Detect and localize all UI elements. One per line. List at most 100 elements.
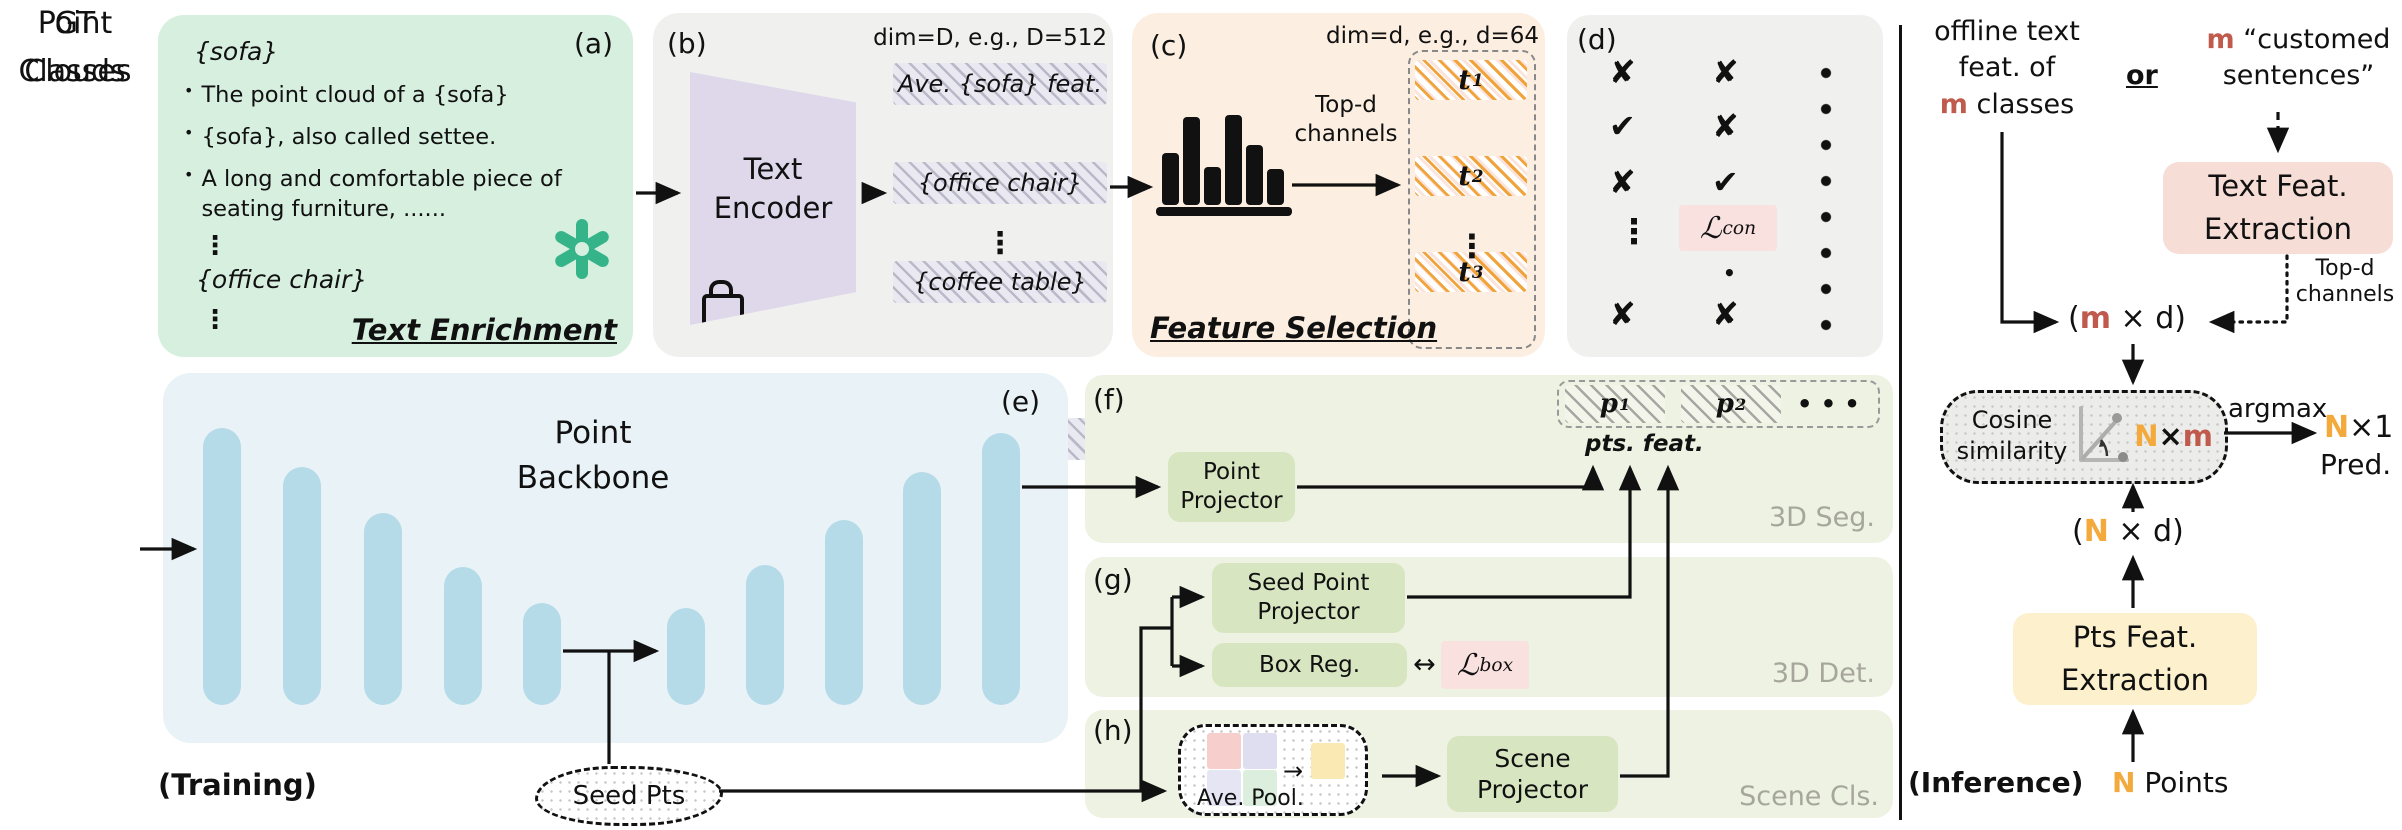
cosine-similarity-label: Cosine similarity bbox=[1956, 406, 2068, 466]
panel-c-label: (c) bbox=[1150, 29, 1188, 62]
panel-b-label: (b) bbox=[667, 27, 707, 60]
topd-channels-label-right: Top-d channels bbox=[2295, 256, 2395, 308]
ellipsis: ⋮ bbox=[202, 231, 228, 261]
seed-point-projector-box: Seed Point Projector bbox=[1212, 563, 1405, 633]
m-symbol: m bbox=[1939, 88, 1968, 120]
backbone-layer-bar bbox=[746, 565, 784, 705]
backbone-layer-bar bbox=[444, 567, 482, 705]
feature-tile bbox=[1207, 770, 1241, 806]
backbone-layer-bar bbox=[903, 472, 941, 705]
bullet-item: • {sofa}, also called settee. bbox=[184, 123, 497, 151]
pts-feat-label: pts. feat. bbox=[1585, 431, 1704, 457]
panel-c-caption: Feature Selection bbox=[1150, 311, 1438, 345]
scene-projector-box: Scene Projector bbox=[1447, 736, 1618, 812]
matrix-mark: ✘ bbox=[1609, 53, 1636, 91]
ave-pool-label: Ave. Pool. bbox=[1197, 786, 1304, 811]
text-feat-extraction-box: Text Feat. Extraction bbox=[2163, 162, 2393, 254]
matrix-mark: ✘ bbox=[1609, 163, 1636, 201]
ellipsis: ⋮ bbox=[1617, 212, 1651, 252]
loss-arrow: ↔ bbox=[1413, 649, 1436, 680]
n-points-label: N Points bbox=[2112, 766, 2229, 799]
customed-sentences-label: m “customed sentences” bbox=[2206, 24, 2391, 92]
backbone-layer-bar bbox=[364, 513, 402, 705]
ellipsis: ⋮ bbox=[202, 305, 228, 335]
ellipsis-horizontal: • • • bbox=[1797, 390, 1860, 418]
small-dot: • bbox=[1723, 261, 1736, 285]
panel-e-label: (e) bbox=[1001, 385, 1041, 418]
inference-label: (Inference) bbox=[1908, 766, 2084, 799]
ave-pool-blob: → Ave. Pool. bbox=[1178, 724, 1368, 816]
lock-icon bbox=[702, 280, 744, 325]
matrix-mark: ✘ bbox=[1712, 107, 1739, 145]
panel-a-label: (a) bbox=[573, 27, 613, 60]
point-clouds-label: Point Clouds bbox=[24, 6, 126, 89]
task-scene-cls: Scene Cls. bbox=[1739, 781, 1879, 812]
arrow-offline-to-mxd bbox=[2000, 132, 2060, 334]
backbone-layer-bar bbox=[982, 433, 1020, 705]
seed-pts-blob: Seed Pts bbox=[535, 766, 723, 826]
dots-column bbox=[1817, 55, 1835, 343]
task-3d-seg: 3D Seg. bbox=[1768, 502, 1875, 533]
panel-text-enrichment: (a) {sofa} • The point cloud of a {sofa}… bbox=[158, 15, 633, 357]
m-symbol: m bbox=[2206, 24, 2235, 55]
text-encoder-title: Text Encoder bbox=[713, 152, 833, 226]
matrix-mark: ✔ bbox=[1609, 107, 1636, 145]
panel-text-encoder: (b) dim=D, e.g., D=512 Text Encoder Ave.… bbox=[653, 13, 1113, 460]
nx1-label: N×1 bbox=[2324, 410, 2394, 445]
mxd-label: (m × d) bbox=[2068, 301, 2186, 336]
feature-tile bbox=[1243, 733, 1277, 769]
text-encoder-block: Text Encoder bbox=[690, 72, 856, 325]
text-feature-chip: Ave. {sofa} feat. bbox=[893, 63, 1107, 105]
topd-channels-label: Top-d channels bbox=[1294, 92, 1398, 147]
class-token-sofa: {sofa} bbox=[194, 37, 279, 66]
nxd-label: (N × d) bbox=[2072, 514, 2184, 549]
training-label: (Training) bbox=[158, 768, 317, 802]
panel-d-label: (d) bbox=[1577, 23, 1617, 56]
bullet-icon: • bbox=[184, 81, 194, 100]
panel-h-label: (h) bbox=[1093, 714, 1133, 747]
point-projector-box: Point Projector bbox=[1168, 452, 1295, 522]
angle-icon bbox=[2079, 406, 2129, 462]
backbone-layer-bar bbox=[203, 428, 241, 705]
pool-arrow-icon: → bbox=[1283, 757, 1304, 785]
backbone-layer-bar bbox=[523, 603, 561, 705]
backbone-title: Point Backbone bbox=[516, 415, 670, 496]
nxm-label: N×m bbox=[2134, 419, 2213, 453]
openai-logo-icon bbox=[555, 219, 609, 279]
pred-label: Pred. bbox=[2320, 448, 2392, 481]
panel-a-caption: Text Enrichment bbox=[351, 313, 617, 347]
selected-features-box: t1 t2 t3 ⋮ tm bbox=[1408, 50, 1536, 457]
backbone-layer-bar bbox=[667, 608, 705, 705]
offline-text-label: offline text feat. of m classes bbox=[1934, 16, 2080, 120]
panel-scene-cls: (h) → Ave. Pool. Scene Projector Scene C… bbox=[1085, 710, 1893, 818]
class-token-office-chair: {office chair} bbox=[196, 265, 368, 294]
panel-f-label: (f) bbox=[1093, 383, 1125, 416]
panel-point-backbone: (e) Point Backbone bbox=[163, 373, 1068, 743]
argmax-label: argmax bbox=[2228, 394, 2328, 424]
backbone-layer-bar bbox=[825, 520, 863, 705]
feature-tile bbox=[1243, 770, 1277, 806]
matrix-mark: ✘ bbox=[1609, 295, 1636, 333]
dim-note-D: dim=D, e.g., D=512 bbox=[873, 25, 1107, 51]
matrix-mark: ✔ bbox=[1712, 163, 1739, 201]
task-3d-det: 3D Det. bbox=[1771, 658, 1875, 689]
bullet-item: • The point cloud of a {sofa} bbox=[184, 81, 509, 108]
box-reg-box: Box Reg. bbox=[1212, 643, 1407, 687]
bullet-icon: • bbox=[184, 165, 194, 185]
or-label: or bbox=[2126, 60, 2158, 91]
text-feature-chip: {coffee table} bbox=[893, 261, 1107, 303]
ellipsis: ⋮ bbox=[985, 226, 1015, 261]
ellipsis: ⋮ bbox=[1456, 227, 1488, 265]
panel-g-label: (g) bbox=[1093, 563, 1133, 596]
arrow-textfeat-to-mxd bbox=[2208, 254, 2289, 334]
